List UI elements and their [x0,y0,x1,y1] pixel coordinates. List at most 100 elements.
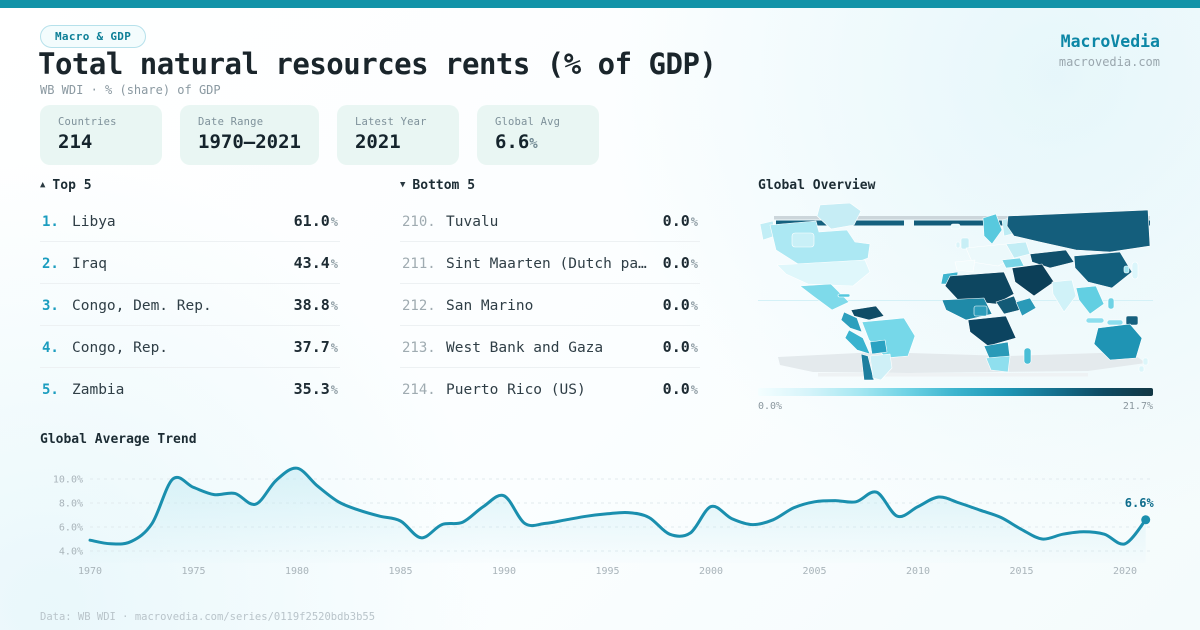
list-item: 210. Tuvalu 0.0% [400,200,700,242]
stat-card: Date Range 1970—2021 [180,105,319,165]
brand-name[interactable]: MacroVedia [1060,32,1160,51]
top5-list: 1. Libya 61.0% 2. Iraq 43.4% 3. Congo, Dem. Rep… [40,200,340,409]
svg-text:6.0%: 6.0% [59,523,83,534]
country-value: 0.0% [663,296,698,314]
svg-text:2015: 2015 [1009,566,1033,577]
country-name: West Bank and Gaza [446,340,604,356]
map-regions [759,203,1151,381]
country-value-unit: % [330,341,338,355]
stat-value: 6.6% [495,131,581,153]
stat-value: 2021 [355,131,441,153]
country-value: 43.4% [294,254,338,272]
top5-title: Top 5 [52,178,92,193]
country-value: 38.8% [294,296,338,314]
svg-text:1990: 1990 [492,566,516,577]
list-item: 212. San Marino 0.0% [400,284,700,326]
svg-text:4.0%: 4.0% [59,547,83,558]
brand-block: MacroVedia macrovedia.com [1059,32,1160,69]
rank-number: 214. [402,382,436,398]
country-value: 0.0% [663,254,698,272]
bottom5-list: 210. Tuvalu 0.0% 211. Sint Maarten (Dutch pa… [400,200,700,409]
country-value-text: 37.7 [293,338,330,356]
svg-text:2000: 2000 [699,566,723,577]
country-value-unit: % [330,299,338,313]
country-value-unit: % [690,383,698,397]
country-value-text: 38.8 [293,296,330,314]
stat-value: 1970—2021 [198,131,301,153]
country-value-text: 61.0 [293,212,330,230]
country-value-text: 0.0 [662,296,690,314]
stat-value-text: 1970—2021 [198,131,301,153]
country-name: Sint Maarten (Dutch pa… [446,256,647,272]
svg-text:2005: 2005 [802,566,826,577]
stat-value-text: 2021 [354,131,401,153]
stat-value-unit: % [529,136,538,152]
rank-number: 5. [42,382,59,398]
trend-chart: 4.0% 6.0% 8.0% 10.0% 1970 1975 1980 1985 1990 199… [53,466,1155,577]
country-name: Zambia [72,382,125,398]
top5-section: ▲ Top 5 1. Libya 61.0% 2. Iraq 43.4% 3. Congo, D… [40,178,340,412]
list-item: 4. Congo, Rep. 37.7% [40,326,340,368]
list-item: 213. West Bank and Gaza 0.0% [400,326,700,368]
stat-label: Date Range [198,116,264,128]
color-scale-bar [758,388,1153,396]
rank-number: 2. [42,256,59,272]
page-subtitle: WB WDI · % (share) of GDP [40,83,221,97]
map-title: Global Overview [758,178,876,193]
country-value-text: 0.0 [662,212,690,230]
svg-text:1980: 1980 [285,566,309,577]
country-name: Libya [72,214,116,230]
scale-max-label: 21.7% [1122,401,1153,412]
country-value-unit: % [690,257,698,271]
country-value: 35.3% [294,380,338,398]
country-name: Congo, Rep. [72,340,169,356]
bottom5-section: ▼ Bottom 5 210. Tuvalu 0.0% 211. Sint Maarten… [400,178,700,412]
country-value-text: 35.3 [293,380,330,398]
country-value-text: 0.0 [662,380,690,398]
country-name: Tuvalu [446,214,499,230]
bottom5-title: Bottom 5 [412,178,476,193]
rank-number: 212. [402,298,436,314]
svg-text:2010: 2010 [906,566,930,577]
list-item: 2. Iraq 43.4% [40,242,340,284]
trend-end-label: 6.6% [1125,496,1155,510]
country-value-unit: % [330,257,338,271]
country-value-text: 0.0 [662,254,690,272]
svg-text:10.0%: 10.0% [53,475,83,486]
category-badge[interactable]: Macro & GDP [40,25,147,48]
country-value-unit: % [330,215,338,229]
stat-label: Global Avg [494,116,561,128]
svg-text:1975: 1975 [181,566,205,577]
footer-attribution: Data: WB WDI · macrovedia.com/series/011… [40,611,376,623]
country-value: 61.0% [294,212,338,230]
rank-number: 210. [402,214,436,230]
list-item: 3. Congo, Dem. Rep. 38.8% [40,284,340,326]
rank-number: 3. [42,298,59,314]
page-title: Total natural resources rents (% of GDP) [38,47,717,81]
trend-section: Global Average Trend 4.0% 6.0% 8.0% 10.0% 19… [40,432,1160,583]
country-value-unit: % [690,215,698,229]
stat-card: Latest Year 2021 [336,105,459,165]
svg-text:1985: 1985 [388,566,412,577]
svg-text:2020: 2020 [1113,566,1137,577]
top5-header: ▲ Top 5 [40,178,340,193]
top-accent-bar [0,0,1200,8]
country-value: 37.7% [294,338,338,356]
country-value-unit: % [690,299,698,313]
stat-value: 214 [58,131,144,153]
map-section: Global Overview [758,178,1160,412]
list-item: 211. Sint Maarten (Dutch pa… 0.0% [400,242,700,284]
country-value: 0.0% [663,380,698,398]
country-value: 0.0% [663,338,698,356]
country-name: Congo, Dem. Rep. [72,298,212,314]
bottom5-header: ▼ Bottom 5 [400,178,700,193]
country-value-text: 0.0 [662,338,690,356]
stat-card: Global Avg 6.6% [476,105,599,165]
stat-card: Countries 214 [40,105,162,165]
triangle-up-icon: ▲ [40,180,46,190]
stat-value-text: 214 [58,131,93,153]
rank-number: 1. [42,214,59,230]
brand-domain[interactable]: macrovedia.com [1058,55,1160,69]
rank-number: 213. [402,340,436,356]
rank-number: 211. [402,256,436,272]
